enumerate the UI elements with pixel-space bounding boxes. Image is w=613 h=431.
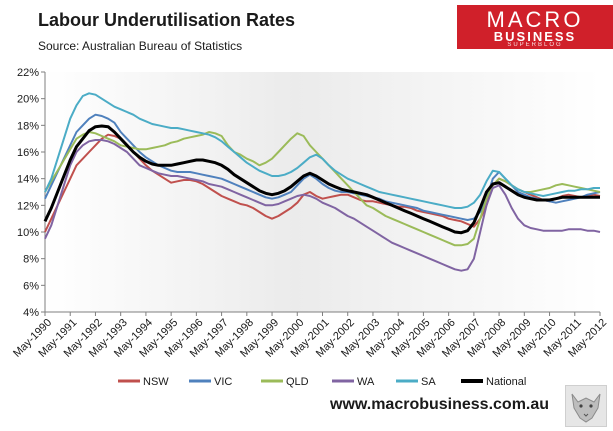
series-line-sa [44, 92, 600, 209]
y-tick-label: 8% [23, 254, 39, 266]
chart-title: Labour Underutilisation Rates [38, 10, 296, 30]
website-url[interactable]: www.macrobusiness.com.au [330, 396, 550, 413]
logo-line-macro: MACRO [486, 7, 584, 32]
plot-area [45, 72, 600, 312]
y-tick-label: 6% [23, 280, 39, 292]
legend-label: NSW [143, 376, 169, 388]
wolf-icon [565, 385, 607, 427]
series-line-wa [44, 139, 601, 272]
y-tick-label: 20% [17, 94, 39, 106]
y-tick-label: 14% [17, 174, 39, 186]
legend-item-national: National [461, 376, 526, 388]
legend-item-nsw: NSW [118, 376, 169, 388]
y-tick-label: 22% [17, 67, 39, 79]
legend-item-qld: QLD [261, 376, 309, 388]
legend-item-sa: SA [396, 376, 436, 388]
legend-label: QLD [286, 376, 309, 388]
legend-label: WA [357, 376, 375, 388]
legend-label: National [486, 376, 526, 388]
series-line-national [43, 124, 600, 235]
legend-item-vic: VIC [189, 376, 232, 388]
logo-line-superblog: SUPERBLOG [507, 42, 563, 48]
y-tick-label: 4% [23, 307, 39, 319]
chart-source: Source: Australian Bureau of Statistics [38, 39, 243, 53]
legend-label: SA [421, 376, 436, 388]
y-tick-label: 18% [17, 120, 39, 132]
legend-item-wa: WA [332, 376, 375, 388]
brand-logo: MACRO BUSINESS SUPERBLOG [457, 5, 613, 49]
line-chart: 4%6%8%10%12%14%16%18%20%22%May-1990May-1… [11, 67, 609, 388]
logo-line-business: BUSINESS [493, 29, 577, 44]
y-tick-label: 16% [17, 147, 39, 159]
legend-label: VIC [214, 376, 232, 388]
y-tick-label: 12% [17, 200, 39, 212]
y-tick-label: 10% [17, 227, 39, 239]
